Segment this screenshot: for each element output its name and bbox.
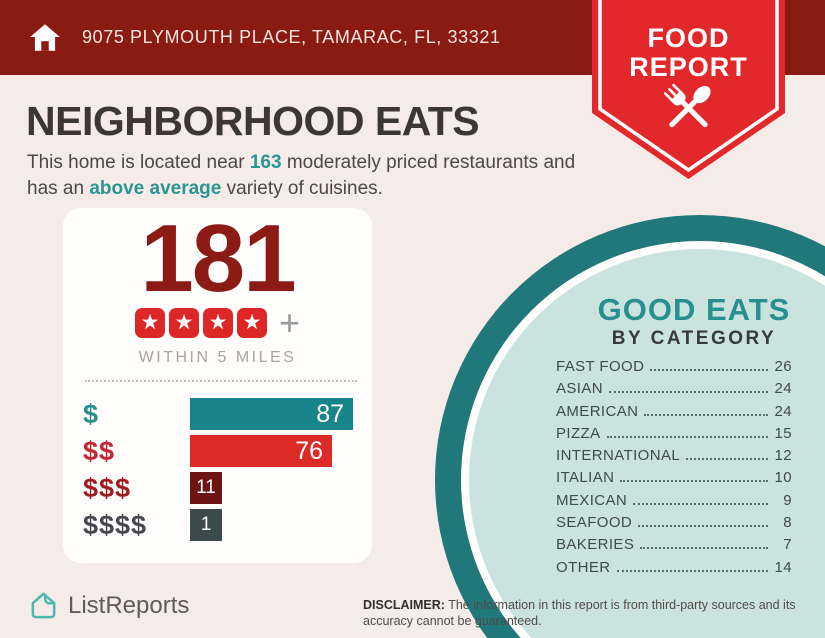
bar-value: 11 (196, 477, 216, 498)
ribbon-title-line2: REPORT (629, 52, 748, 82)
category-label: BAKERIES (556, 536, 635, 554)
listreports-logo-icon (31, 592, 56, 619)
summary-text: This home is located near 163 moderately… (27, 150, 609, 202)
star-icon: ★ (134, 308, 165, 338)
food-report-ribbon: FOOD REPORT (592, 0, 785, 190)
category-value: 8 (783, 514, 792, 532)
bar: 87 (190, 398, 353, 430)
price-tier-label: $ (83, 398, 100, 429)
category-value: 24 (774, 402, 792, 420)
bar-value: 1 (200, 514, 212, 535)
summary-part2: moderately priced restaurants and has an (27, 152, 576, 199)
category-value: 7 (783, 536, 792, 554)
bar-row: $$$$ 1 (83, 509, 358, 541)
summary-part1: This home is located near (27, 152, 250, 173)
crossed-utensils-icon (663, 83, 711, 128)
bar-value: 87 (316, 399, 344, 428)
disclaimer-text: DISCLAIMER: The information in this repo… (363, 597, 813, 629)
star-icon: ★ (202, 308, 233, 338)
list-item: SEAFOOD 8 (556, 514, 792, 536)
ribbon-shape (592, 0, 785, 179)
bar-row: $87 (83, 398, 358, 430)
disclaimer-label: DISCLAIMER: (363, 598, 445, 612)
summary-part3: variety of cuisines. (221, 178, 383, 199)
star-rating: ★ ★ ★ ★ + (63, 302, 372, 343)
dotted-leader (644, 413, 768, 416)
disclaimer-body: The information in this report is from t… (363, 598, 796, 628)
category-label: MEXICAN (556, 491, 628, 509)
list-item: AMERICAN 24 (556, 403, 792, 425)
category-value: 26 (774, 358, 792, 375)
category-label: SEAFOOD (556, 514, 633, 532)
list-item: ITALIAN 10 (556, 469, 792, 491)
dotted-leader (620, 480, 768, 483)
dotted-leader (640, 547, 768, 550)
good-eats-circle (435, 215, 825, 638)
category-value: 15 (774, 424, 792, 442)
category-label: AMERICAN (556, 402, 639, 420)
radius-caption: WITHIN 5 MILES (138, 349, 297, 366)
list-item: FAST FOOD 26 (556, 358, 792, 380)
property-address: 9075 PLYMOUTH PLACE, TAMARAC, FL, 33321 (82, 27, 501, 47)
dotted-leader (686, 458, 768, 461)
category-label: ITALIAN (556, 469, 615, 487)
total-restaurants: 181 (140, 205, 296, 312)
list-item: MEXICAN 9 (556, 492, 792, 514)
ribbon-title-line1: FOOD (648, 23, 730, 53)
plus-sign: + (278, 302, 301, 343)
good-eats-subtitle: BY CATEGORY (611, 328, 777, 349)
category-label: PIZZA (556, 424, 601, 442)
category-value: 12 (774, 447, 792, 465)
bar: 1 (190, 509, 222, 541)
bar: 76 (190, 435, 332, 467)
brand-name: ListReports (68, 591, 190, 619)
category-label: OTHER (556, 558, 611, 576)
dotted-leader (606, 435, 768, 438)
star-icon: ★ (168, 308, 199, 338)
star-badges: ★ ★ ★ ★ (134, 308, 267, 338)
dotted-leader (609, 391, 768, 394)
category-value: 14 (774, 558, 792, 576)
bar: 11 (190, 472, 222, 504)
category-label: FAST FOOD (556, 358, 645, 375)
price-tier-bar-chart: $87 $$ 76 $$$ 11 $$$$ 1 (83, 398, 358, 546)
restaurant-count: 163 (249, 152, 282, 173)
ribbon-inner-border (598, 0, 779, 173)
dotted-divider (85, 380, 357, 382)
dotted-leader (650, 369, 768, 371)
price-tier-label: $$$$ (83, 509, 148, 540)
category-label: INTERNATIONAL (556, 447, 681, 465)
listreports-brand: ListReports (28, 590, 189, 621)
category-label: ASIAN (556, 380, 604, 398)
price-tier-label: $$ (83, 435, 116, 466)
list-item: ASIAN 24 (556, 380, 792, 402)
category-value: 24 (774, 380, 792, 398)
list-item: PIZZA 15 (556, 425, 792, 447)
bar-value: 76 (295, 436, 323, 465)
category-value: 9 (783, 491, 792, 509)
bar-row: $$ 76 (83, 435, 358, 467)
list-item: INTERNATIONAL 12 (556, 447, 792, 469)
dotted-leader (616, 569, 768, 572)
dotted-leader (633, 502, 768, 505)
category-value: 10 (774, 469, 792, 487)
list-item: OTHER 14 (556, 559, 792, 581)
restaurant-stats-card: 181 ★ ★ ★ ★ + WITHIN 5 MILES $87 $$ 76 $$$ 11… (63, 208, 372, 563)
price-tier-label: $$$ (83, 472, 132, 503)
good-eats-title: GOOD EATS (597, 292, 791, 327)
variety-highlight: above average (89, 178, 222, 199)
dotted-leader (638, 525, 768, 528)
star-icon: ★ (236, 308, 267, 338)
list-item: BAKERIES 7 (556, 536, 792, 558)
category-list: FAST FOOD 26 ASIAN 24 AMERICAN 24 PIZZA 15 I… (556, 358, 792, 581)
home-icon (30, 23, 60, 51)
page-title: NEIGHBORHOOD EATS (26, 98, 480, 144)
bar-row: $$$ 11 (83, 472, 358, 504)
